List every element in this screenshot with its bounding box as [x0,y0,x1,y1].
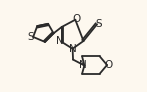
Text: O: O [105,60,113,70]
Text: O: O [73,14,81,24]
Text: N: N [79,60,87,70]
Text: S: S [96,18,102,29]
Text: N: N [69,44,77,54]
Text: S: S [28,32,34,42]
Text: N: N [56,36,64,46]
